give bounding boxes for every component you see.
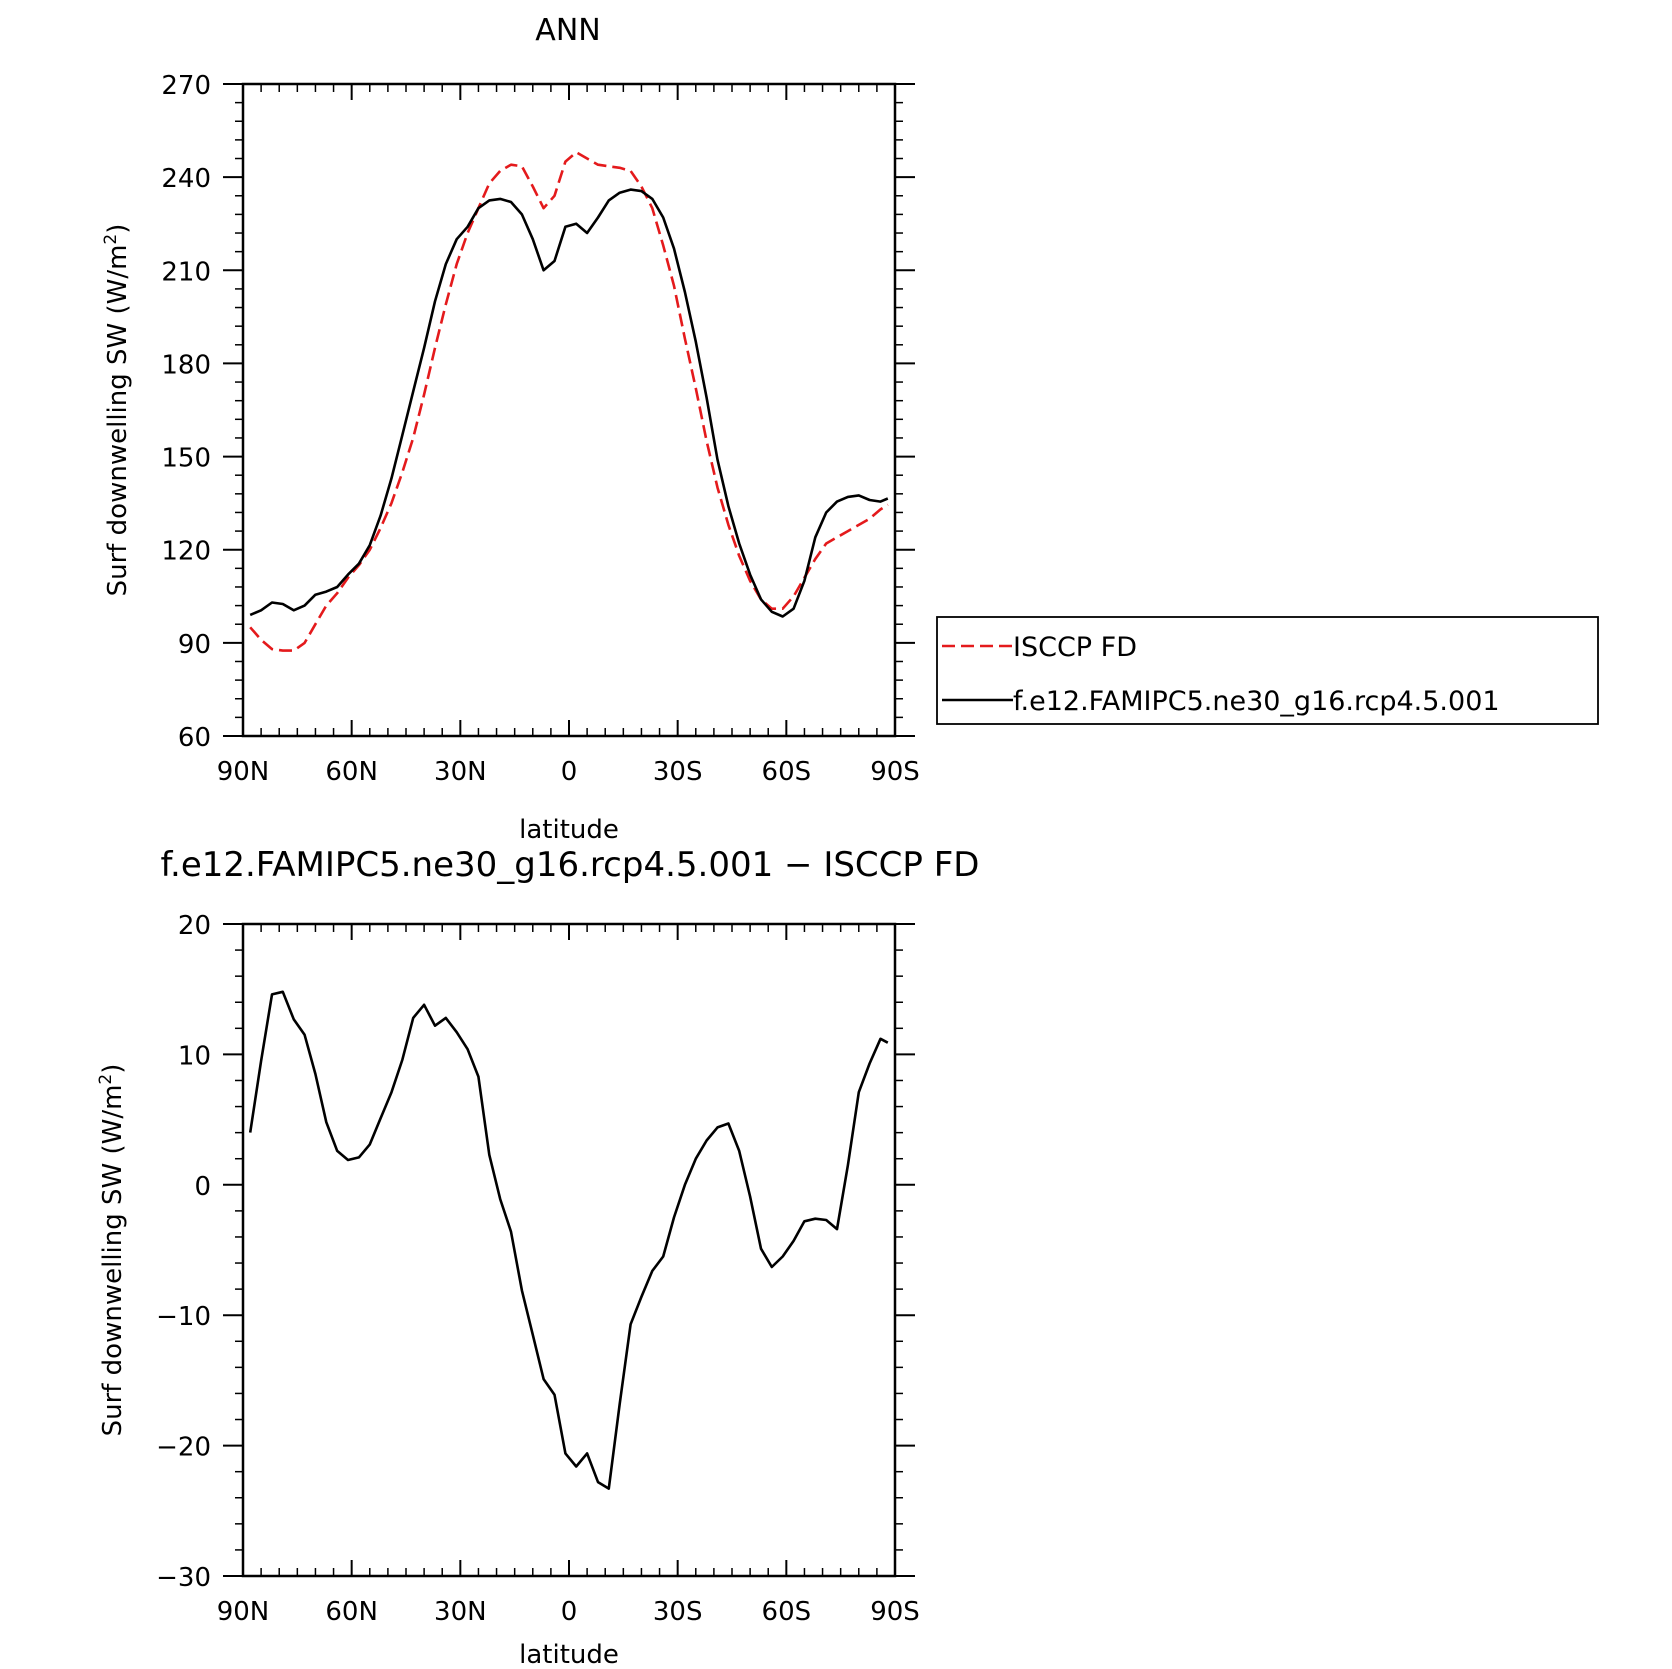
top-y-tick-labels: 60 90 120 150 180 210 240 270 — [161, 71, 211, 753]
top-x-tick-label: 0 — [561, 757, 578, 787]
bottom-x-tick-label: 30N — [434, 1597, 487, 1627]
top-x-tick-label: 30N — [434, 757, 487, 787]
top-y-tick-label: 180 — [161, 350, 211, 380]
top-y-axis-label-close: ) — [103, 224, 133, 234]
top-x-tick-label: 60N — [325, 757, 378, 787]
top-x-tick-label: 90N — [217, 757, 270, 787]
top-series-layer — [249, 151, 889, 652]
bottom-y-tick-labels: −30 −20 −10 0 10 20 — [156, 911, 211, 1593]
legend-label-model: f.e12.FAMIPC5.ne30_g16.rcp4.5.001 — [1013, 686, 1500, 717]
bottom-y-tick-label: −30 — [156, 1563, 211, 1593]
bottom-axis-ticks — [223, 923, 915, 1577]
bottom-x-tick-label: 90N — [217, 1597, 270, 1627]
top-y-axis-label-main: Surf downwelling SW (W/m — [103, 245, 133, 597]
bottom-series-layer — [248, 990, 889, 1490]
top-y-tick-label: 120 — [161, 537, 211, 567]
bottom-x-tick-label: 60N — [325, 1597, 378, 1627]
top-y-axis-label: Surf downwelling SW (W/m2) — [101, 224, 133, 597]
bottom-y-axis-label-sup: 2 — [96, 1074, 116, 1085]
top-x-tick-label: 90S — [870, 757, 920, 787]
top-x-tick-label: 30S — [653, 757, 703, 787]
bottom-y-tick-label: −10 — [156, 1302, 211, 1332]
bottom-y-axis-label: Surf downwelling SW (W/m2) — [96, 1064, 128, 1437]
bottom-x-tick-label: 60S — [762, 1597, 812, 1627]
bottom-title: f.e12.FAMIPC5.ne30_g16.rcp4.5.001 − ISCC… — [161, 845, 980, 885]
top-panel: ANN 90N 60N 30N 0 30S 60S 90S 60 90 120 150 180 210… — [101, 13, 1599, 845]
top-axis-ticks — [223, 83, 915, 737]
bottom-series-line-0 — [248, 990, 889, 1490]
legend-box — [936, 616, 1599, 725]
bottom-panel: f.e12.FAMIPC5.ne30_g16.rcp4.5.001 − ISCC… — [96, 845, 979, 1669]
top-x-tick-labels: 90N 60N 30N 0 30S 60S 90S — [217, 757, 920, 787]
bottom-y-axis-label-close: ) — [98, 1064, 128, 1074]
top-y-tick-label: 210 — [161, 257, 211, 287]
bottom-y-tick-label: 0 — [194, 1172, 211, 1202]
legend-label-isccp: ISCCP FD — [1013, 632, 1137, 663]
top-plot-frame — [241, 82, 897, 738]
bottom-x-tick-label: 90S — [870, 1597, 920, 1627]
top-x-axis-label: latitude — [519, 815, 619, 845]
bottom-x-tick-labels: 90N 60N 30N 0 30S 60S 90S — [217, 1597, 920, 1627]
bottom-plot-frame — [241, 922, 897, 1578]
bottom-x-tick-label: 30S — [653, 1597, 703, 1627]
bottom-y-tick-label: −20 — [156, 1433, 211, 1463]
bottom-x-tick-label: 0 — [561, 1597, 578, 1627]
top-y-tick-label: 150 — [161, 444, 211, 474]
top-y-axis-label-sup: 2 — [101, 234, 121, 245]
top-y-tick-label: 270 — [161, 71, 211, 101]
top-series-line-1 — [249, 188, 889, 618]
bottom-y-tick-label: 10 — [178, 1041, 211, 1071]
top-x-tick-label: 60S — [762, 757, 812, 787]
top-y-tick-label: 90 — [178, 630, 211, 660]
bottom-y-axis-label-main: Surf downwelling SW (W/m — [98, 1085, 128, 1437]
top-y-tick-label: 60 — [178, 723, 211, 753]
bottom-x-axis-label: latitude — [519, 1640, 619, 1669]
bottom-y-tick-label: 20 — [178, 911, 211, 941]
top-y-tick-label: 240 — [161, 164, 211, 194]
legend: ISCCP FD f.e12.FAMIPC5.ne30_g16.rcp4.5.0… — [936, 616, 1599, 725]
top-title: ANN — [535, 13, 600, 48]
